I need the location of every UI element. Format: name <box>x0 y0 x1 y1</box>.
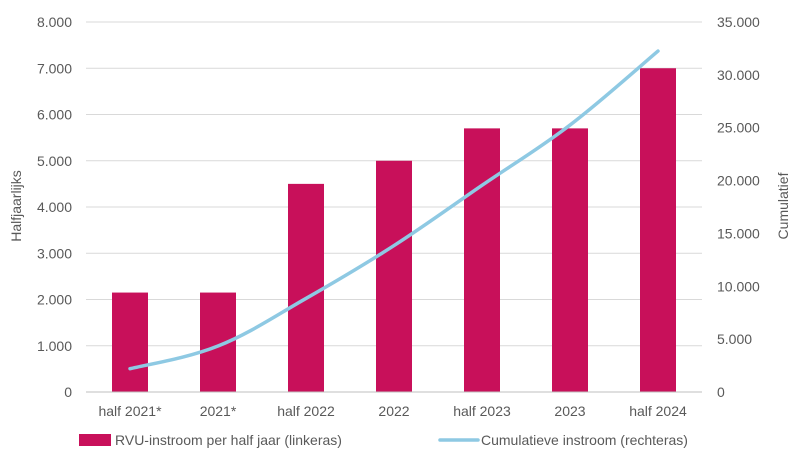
right-tick-label: 25.000 <box>717 120 760 136</box>
x-tick-label: 2022 <box>378 403 409 419</box>
right-axis-title: Cumulatief <box>775 172 791 239</box>
bar <box>112 292 148 392</box>
bar <box>464 128 500 392</box>
left-tick-label: 4.000 <box>37 199 72 215</box>
x-tick-label: 2021* <box>200 403 237 419</box>
line-series <box>128 49 660 371</box>
x-tick-label: half 2024 <box>629 403 687 419</box>
left-tick-label: 7.000 <box>37 60 72 76</box>
left-tick-label: 6.000 <box>37 107 72 123</box>
x-tick-label: half 2021* <box>98 403 162 419</box>
legend-label-line: Cumulatieve instroom (rechteras) <box>481 432 688 448</box>
legend-label-bars: RVU-instroom per half jaar (linkeras) <box>115 432 342 448</box>
right-tick-label: 30.000 <box>717 67 760 83</box>
right-tick-label: 20.000 <box>717 173 760 189</box>
x-axis-ticks: half 2021* 2021* half 2022 2022 half 2023 202… <box>98 403 687 419</box>
left-tick-label: 2.000 <box>37 292 72 308</box>
right-axis-ticks: 0 5.000 10.000 15.000 20.000 25.000 30.000 35.0… <box>717 14 760 400</box>
legend-swatch-bars <box>79 434 111 446</box>
left-tick-label: 0 <box>64 384 72 400</box>
left-tick-label: 1.000 <box>37 338 72 354</box>
bar <box>376 160 412 392</box>
right-tick-label: 5.000 <box>717 331 752 347</box>
bar <box>288 183 324 392</box>
cumulative-line <box>128 49 660 371</box>
x-tick-label: 2023 <box>554 403 585 419</box>
x-tick-label: half 2022 <box>277 403 335 419</box>
x-tick-label: half 2023 <box>453 403 511 419</box>
left-axis-ticks: 0 1.000 2.000 3.000 4.000 5.000 6.000 7.000 8.00… <box>37 14 72 400</box>
left-tick-label: 8.000 <box>37 14 72 30</box>
left-tick-label: 3.000 <box>37 245 72 261</box>
legend: RVU-instroom per half jaar (linkeras) Cu… <box>79 432 688 448</box>
left-axis-title: Halfjaarlijks <box>8 170 24 242</box>
right-tick-label: 35.000 <box>717 14 760 30</box>
right-tick-label: 10.000 <box>717 278 760 294</box>
right-tick-label: 0 <box>717 384 725 400</box>
left-tick-label: 5.000 <box>37 153 72 169</box>
bar-series <box>112 68 676 392</box>
bar <box>552 128 588 392</box>
right-tick-label: 15.000 <box>717 225 760 241</box>
bar <box>640 68 676 392</box>
